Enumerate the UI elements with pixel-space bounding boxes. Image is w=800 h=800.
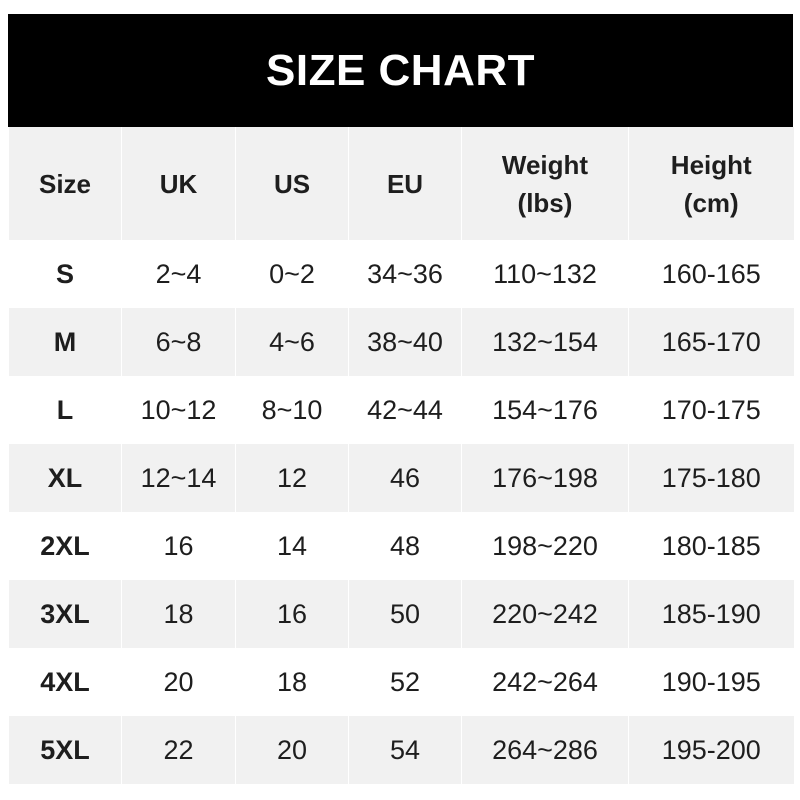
- cell-us: 20: [235, 716, 349, 784]
- cell-height: 160-165: [628, 240, 794, 308]
- cell-eu: 48: [348, 512, 462, 580]
- cell-uk: 6~8: [121, 308, 236, 376]
- cell-size: M: [8, 308, 122, 376]
- header-us: US: [235, 127, 349, 240]
- header-text: EU: [386, 168, 424, 199]
- cell-uk: 16: [121, 512, 236, 580]
- cell-weight: 176~198: [461, 444, 629, 512]
- table-row: XL 12~14 12 46 176~198 175-180: [8, 444, 794, 512]
- cell-height: 180-185: [628, 512, 794, 580]
- cell-weight: 220~242: [461, 580, 629, 648]
- cell-uk: 18: [121, 580, 236, 648]
- header-row: Size UK US EU Weight (lbs) Height (cm): [8, 127, 794, 240]
- cell-weight: 264~286: [461, 716, 629, 784]
- header-size: Size: [8, 127, 122, 240]
- header-text: Height: [670, 149, 752, 180]
- header-text: Weight: [501, 149, 589, 180]
- header-text: US: [273, 168, 311, 199]
- cell-us: 12: [235, 444, 349, 512]
- cell-size: 2XL: [8, 512, 122, 580]
- header-text: (lbs): [517, 187, 573, 218]
- cell-weight: 198~220: [461, 512, 629, 580]
- cell-eu: 38~40: [348, 308, 462, 376]
- header-uk: UK: [121, 127, 236, 240]
- cell-us: 8~10: [235, 376, 349, 444]
- cell-eu: 52: [348, 648, 462, 716]
- cell-height: 175-180: [628, 444, 794, 512]
- header-text: Size: [38, 168, 92, 199]
- cell-us: 18: [235, 648, 349, 716]
- header-text: UK: [159, 168, 198, 199]
- table-row: 5XL 22 20 54 264~286 195-200: [8, 716, 794, 784]
- cell-height: 190-195: [628, 648, 794, 716]
- cell-size: 3XL: [8, 580, 122, 648]
- cell-eu: 34~36: [348, 240, 462, 308]
- cell-us: 0~2: [235, 240, 349, 308]
- header-text: (cm): [683, 187, 739, 218]
- table-row: 3XL 18 16 50 220~242 185-190: [8, 580, 794, 648]
- cell-size: L: [8, 376, 122, 444]
- cell-eu: 54: [348, 716, 462, 784]
- cell-height: 195-200: [628, 716, 794, 784]
- cell-size: S: [8, 240, 122, 308]
- cell-size: XL: [8, 444, 122, 512]
- size-chart-table: Size UK US EU Weight (lbs) Height (cm) S 2~4 0~2 3…: [8, 127, 794, 784]
- cell-height: 165-170: [628, 308, 794, 376]
- header-height: Height (cm): [628, 127, 794, 240]
- header-weight: Weight (lbs): [461, 127, 629, 240]
- cell-us: 4~6: [235, 308, 349, 376]
- cell-eu: 42~44: [348, 376, 462, 444]
- cell-uk: 20: [121, 648, 236, 716]
- cell-uk: 2~4: [121, 240, 236, 308]
- table-row: 2XL 16 14 48 198~220 180-185: [8, 512, 794, 580]
- cell-eu: 46: [348, 444, 462, 512]
- table-row: L 10~12 8~10 42~44 154~176 170-175: [8, 376, 794, 444]
- table-row: M 6~8 4~6 38~40 132~154 165-170: [8, 308, 794, 376]
- table-row: S 2~4 0~2 34~36 110~132 160-165: [8, 240, 794, 308]
- cell-uk: 12~14: [121, 444, 236, 512]
- header-eu: EU: [348, 127, 462, 240]
- size-chart-title: SIZE CHART: [8, 14, 793, 127]
- cell-weight: 154~176: [461, 376, 629, 444]
- cell-height: 170-175: [628, 376, 794, 444]
- cell-eu: 50: [348, 580, 462, 648]
- cell-uk: 10~12: [121, 376, 236, 444]
- cell-weight: 242~264: [461, 648, 629, 716]
- cell-weight: 110~132: [461, 240, 629, 308]
- cell-size: 4XL: [8, 648, 122, 716]
- table-row: 4XL 20 18 52 242~264 190-195: [8, 648, 794, 716]
- cell-us: 14: [235, 512, 349, 580]
- cell-weight: 132~154: [461, 308, 629, 376]
- cell-uk: 22: [121, 716, 236, 784]
- cell-height: 185-190: [628, 580, 794, 648]
- cell-us: 16: [235, 580, 349, 648]
- cell-size: 5XL: [8, 716, 122, 784]
